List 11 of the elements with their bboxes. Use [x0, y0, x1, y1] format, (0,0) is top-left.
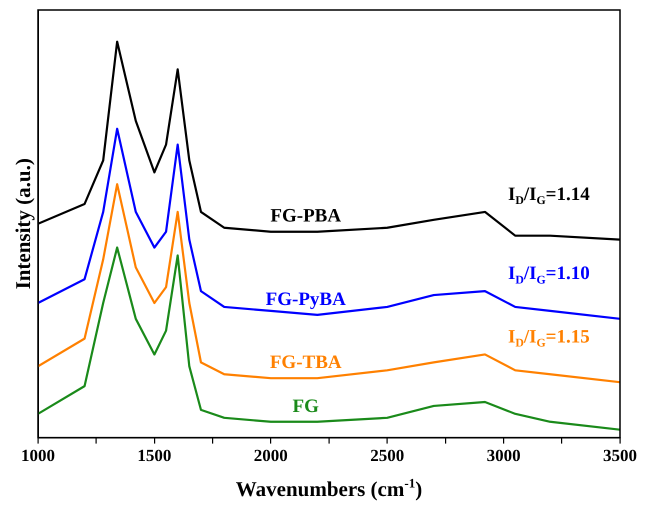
- x-tick-label: 3500: [603, 446, 637, 466]
- series-label: FG-PyBA: [266, 288, 346, 310]
- y-axis-title: Intensity (a.u.): [11, 158, 35, 290]
- series-label: FG: [292, 396, 320, 417]
- x-tick-label: 1000: [21, 446, 55, 466]
- x-tick-label: 2500: [370, 446, 404, 466]
- x-tick-label: 1500: [137, 446, 172, 466]
- x-tick-label: 3000: [486, 446, 521, 466]
- series-label: FG-PBA: [270, 206, 342, 227]
- x-tick-label: 2000: [254, 446, 288, 466]
- series-label: FG-TBA: [270, 352, 342, 374]
